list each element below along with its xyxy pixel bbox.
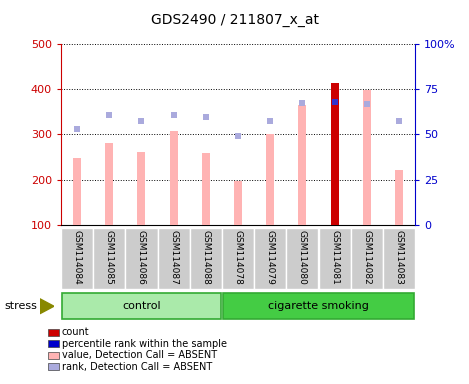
Text: GSM114081: GSM114081 [330,230,339,285]
Bar [125,228,158,289]
Bar [93,228,125,289]
Bar [298,105,306,225]
Text: GSM114087: GSM114087 [169,230,178,285]
Bar [395,170,403,225]
Bar [383,228,415,289]
Bar [105,142,113,225]
Text: GSM114084: GSM114084 [73,230,82,284]
Bar [223,293,414,319]
Text: count: count [62,327,90,337]
Text: GSM114088: GSM114088 [201,230,210,285]
Bar [222,228,254,289]
Text: rank, Detection Call = ABSENT: rank, Detection Call = ABSENT [62,362,212,372]
Text: GSM114085: GSM114085 [105,230,114,285]
Bar [351,228,383,289]
Text: value, Detection Call = ABSENT: value, Detection Call = ABSENT [62,350,217,360]
Bar [73,158,81,225]
Text: percentile rank within the sample: percentile rank within the sample [62,339,227,349]
Bar [266,134,274,225]
Bar [137,152,145,225]
Text: cigarette smoking: cigarette smoking [268,301,369,311]
Bar [234,181,242,225]
Polygon shape [40,299,54,314]
Bar [331,83,339,225]
Bar [62,293,221,319]
Bar [61,228,93,289]
Bar [170,131,178,225]
Bar [287,228,318,289]
Bar [202,153,210,225]
Bar [318,228,351,289]
Text: GSM114086: GSM114086 [137,230,146,285]
Text: stress: stress [5,301,38,311]
Text: GDS2490 / 211807_x_at: GDS2490 / 211807_x_at [151,13,318,27]
Bar [363,90,371,225]
Text: control: control [122,301,161,311]
Text: GSM114083: GSM114083 [394,230,403,285]
Text: GSM114079: GSM114079 [266,230,275,285]
Bar [158,228,189,289]
Text: GSM114080: GSM114080 [298,230,307,285]
Text: GSM114078: GSM114078 [234,230,242,285]
Text: GSM114082: GSM114082 [362,230,371,284]
Bar [190,228,222,289]
Bar [254,228,286,289]
